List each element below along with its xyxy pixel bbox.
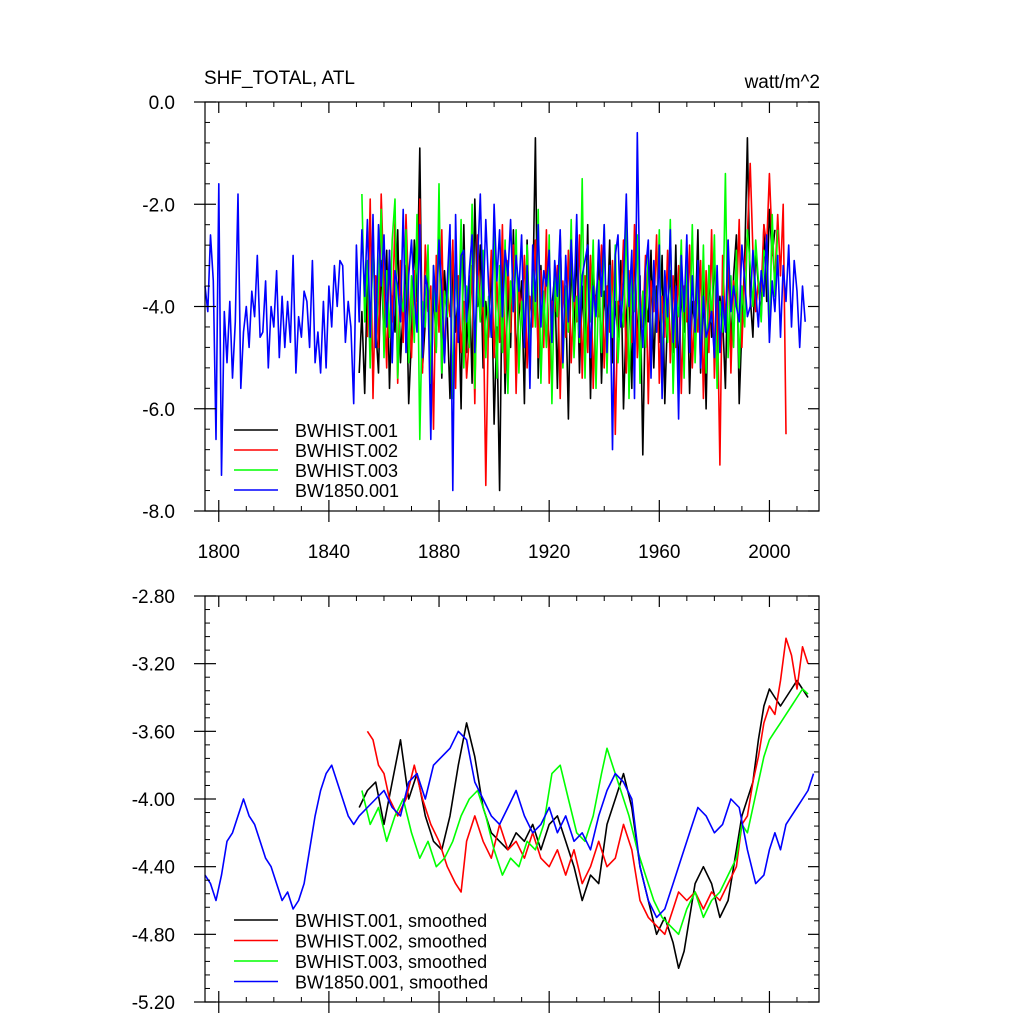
top-plot-frame [204, 101, 820, 512]
bottom-legend-label: BWHIST.003, smoothed [295, 952, 487, 972]
top-xtick-label: 2000 [748, 542, 790, 563]
bottom-ytick-label: -5.20 [132, 993, 175, 1014]
top-xtick-label: 1800 [198, 542, 240, 563]
top-axes-group: 0.0 -2.0 -4.0 -6.0 -8.0 1800 1840 1880 1920 1960 2… [142, 93, 819, 563]
top-xtick-label: 1960 [638, 542, 680, 563]
bottom-plot-frame [204, 595, 820, 1003]
bottom-panel: -2.80 -3.20 -3.60 -4.00 -4.40 -4.80 -5.20 BWHI… [132, 587, 820, 1014]
top-legend-label: BWHIST.002 [295, 441, 398, 461]
top-ytick-label: -8.0 [142, 502, 175, 523]
top-xtick-label: 1920 [528, 542, 570, 563]
top-legend-label: BW1850.001 [295, 481, 399, 501]
top-ytick-label: -6.0 [142, 400, 175, 421]
bottom-series-line-bwhist-003-smoothed [361, 688, 809, 936]
top-panel-title: SHF_TOTAL, ATL [204, 68, 355, 89]
bottom-ytick-label: -3.60 [132, 722, 175, 743]
bottom-legend-label: BWHIST.001, smoothed [295, 911, 487, 931]
bottom-legend-label: BWHIST.002, smoothed [295, 932, 487, 952]
top-panel-units: watt/m^2 [744, 72, 820, 93]
bottom-series-group [204, 637, 815, 969]
top-legend-label: BWHIST.001 [295, 421, 398, 441]
top-series-line-bw1850-001 [204, 131, 806, 492]
bottom-legend-label: BW1850.001, smoothed [295, 973, 488, 993]
bottom-ytick-label: -4.40 [132, 858, 175, 879]
top-xtick-label: 1880 [418, 542, 460, 563]
bottom-ytick-label: -4.80 [132, 925, 175, 946]
top-ytick-label: -2.0 [142, 195, 175, 216]
bottom-ytick-label: -2.80 [132, 587, 175, 608]
bottom-series-line-bwhist-002-smoothed [366, 637, 809, 936]
bottom-series-line-bw1850-001-smoothed [204, 730, 815, 919]
top-series-group [204, 131, 806, 492]
bottom-ytick-label: -4.00 [132, 790, 175, 811]
bottom-axes-group: -2.80 -3.20 -3.60 -4.00 -4.40 -4.80 -5.20 [132, 587, 819, 1014]
top-legend-label: BWHIST.003 [295, 461, 398, 481]
top-xtick-label: 1840 [308, 542, 350, 563]
top-ytick-label: 0.0 [149, 93, 175, 114]
bottom-ytick-label: -3.20 [132, 655, 175, 676]
top-panel: SHF_TOTAL, ATL watt/m^2 0.0 -2.0 -4.0 -6.0 -… [142, 68, 820, 563]
top-ytick-label: -4.0 [142, 298, 175, 319]
